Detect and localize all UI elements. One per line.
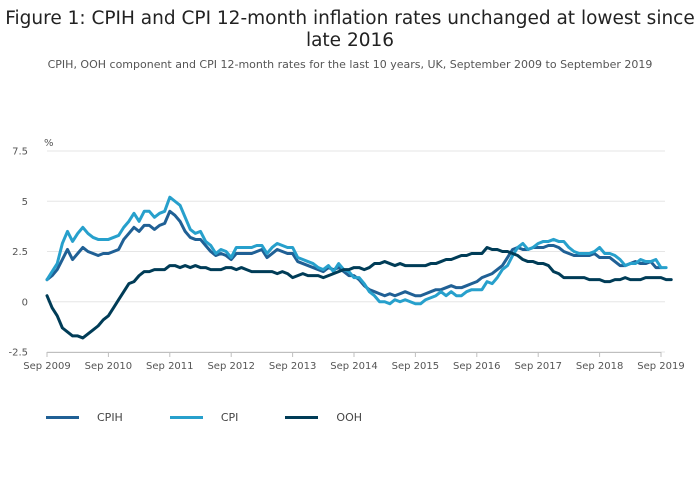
- y-axis-unit-label: %: [44, 138, 54, 149]
- legend-item-cpi[interactable]: CPI: [169, 410, 239, 424]
- series-line-cpih: [45, 209, 663, 298]
- x-tick-label: Sep 2018: [576, 361, 623, 372]
- series-lines: [45, 195, 673, 340]
- legend-label: CPIH: [97, 410, 123, 424]
- y-tick-label: 2.5: [12, 247, 28, 258]
- x-tick-label: Sep 2019: [637, 361, 684, 372]
- legend-label: CPI: [220, 410, 239, 424]
- x-tick-label: Sep 2009: [23, 361, 70, 372]
- axes: -2.5 0 2.5 5 7.5% Sep 2009 Sep 2010 Sep 2011 Sep…: [8, 138, 684, 372]
- y-tick-label: 0: [22, 297, 28, 308]
- x-tick-label: Sep 2012: [207, 361, 254, 372]
- x-tick-label: Sep 2015: [392, 361, 439, 372]
- x-tick-label: Sep 2014: [330, 361, 377, 372]
- chart-subtitle: CPIH, OOH component and CPI 12-month rat…: [47, 58, 653, 71]
- x-tick-label: Sep 2010: [85, 361, 132, 372]
- chart-title: Figure 1: CPIH and CPI 12-month inflatio…: [5, 8, 695, 51]
- legend-item-ooh[interactable]: OOH: [285, 411, 362, 424]
- legend-swatch: [46, 415, 79, 419]
- x-tick-label: Sep 2011: [146, 361, 193, 372]
- series-line-cpi: [45, 195, 668, 306]
- legend: CPIH CPI OOH: [46, 408, 409, 426]
- legend-item-cpih[interactable]: CPIH: [46, 411, 123, 424]
- legend-swatch: [285, 415, 319, 419]
- y-tick-label: 5: [22, 197, 28, 208]
- x-tick-label: Sep 2016: [453, 361, 500, 372]
- series-line-ooh: [45, 245, 673, 340]
- y-tick-label: 7.5: [12, 147, 28, 158]
- y-tick-label: -2.5: [8, 348, 28, 359]
- x-tick-label: Sep 2017: [514, 361, 561, 372]
- legend-swatch: [169, 415, 203, 419]
- legend-label: OOH: [336, 410, 362, 424]
- x-tick-label: Sep 2013: [269, 361, 316, 372]
